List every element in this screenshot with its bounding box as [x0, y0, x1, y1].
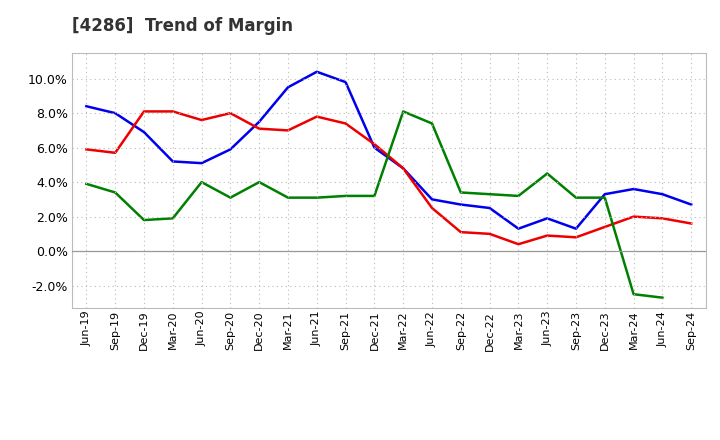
Net Income — [140, 109, 148, 114]
Operating Cashflow — [572, 195, 580, 200]
Net Income — [168, 109, 177, 114]
Ordinary Income — [514, 226, 523, 231]
Ordinary Income — [197, 161, 206, 166]
Operating Cashflow — [284, 195, 292, 200]
Ordinary Income — [111, 110, 120, 116]
Ordinary Income — [140, 129, 148, 135]
Net Income — [399, 166, 408, 171]
Ordinary Income — [255, 119, 264, 125]
Operating Cashflow — [312, 195, 321, 200]
Ordinary Income — [341, 80, 350, 85]
Text: [4286]  Trend of Margin: [4286] Trend of Margin — [72, 17, 293, 35]
Ordinary Income — [168, 159, 177, 164]
Net Income — [514, 242, 523, 247]
Net Income — [485, 231, 494, 236]
Operating Cashflow — [543, 171, 552, 176]
Net Income — [687, 221, 696, 226]
Net Income — [658, 216, 667, 221]
Ordinary Income — [370, 145, 379, 150]
Ordinary Income — [543, 216, 552, 221]
Ordinary Income — [284, 84, 292, 90]
Net Income — [255, 126, 264, 131]
Ordinary Income — [226, 147, 235, 152]
Operating Cashflow — [341, 193, 350, 198]
Operating Cashflow — [399, 109, 408, 114]
Operating Cashflow — [514, 193, 523, 198]
Operating Cashflow — [456, 190, 465, 195]
Operating Cashflow — [82, 181, 91, 187]
Operating Cashflow — [226, 195, 235, 200]
Ordinary Income — [312, 69, 321, 74]
Operating Cashflow — [140, 217, 148, 223]
Net Income — [82, 147, 91, 152]
Ordinary Income — [82, 103, 91, 109]
Operating Cashflow — [485, 191, 494, 197]
Net Income — [370, 142, 379, 147]
Operating Cashflow — [111, 190, 120, 195]
Net Income — [543, 233, 552, 238]
Ordinary Income — [629, 187, 638, 192]
Operating Cashflow — [658, 295, 667, 300]
Ordinary Income — [485, 205, 494, 211]
Net Income — [226, 110, 235, 116]
Net Income — [197, 117, 206, 123]
Line: Operating Cashflow: Operating Cashflow — [86, 111, 662, 297]
Ordinary Income — [687, 202, 696, 207]
Ordinary Income — [572, 226, 580, 231]
Line: Net Income: Net Income — [86, 111, 691, 244]
Ordinary Income — [428, 197, 436, 202]
Net Income — [312, 114, 321, 119]
Operating Cashflow — [428, 121, 436, 126]
Net Income — [428, 205, 436, 211]
Operating Cashflow — [255, 180, 264, 185]
Ordinary Income — [399, 166, 408, 171]
Net Income — [600, 224, 609, 230]
Operating Cashflow — [629, 292, 638, 297]
Ordinary Income — [600, 191, 609, 197]
Net Income — [629, 214, 638, 219]
Operating Cashflow — [370, 193, 379, 198]
Net Income — [456, 230, 465, 235]
Operating Cashflow — [197, 180, 206, 185]
Line: Ordinary Income: Ordinary Income — [86, 72, 691, 229]
Operating Cashflow — [600, 195, 609, 200]
Net Income — [341, 121, 350, 126]
Net Income — [111, 150, 120, 155]
Ordinary Income — [456, 202, 465, 207]
Operating Cashflow — [168, 216, 177, 221]
Net Income — [572, 235, 580, 240]
Net Income — [284, 128, 292, 133]
Ordinary Income — [658, 191, 667, 197]
